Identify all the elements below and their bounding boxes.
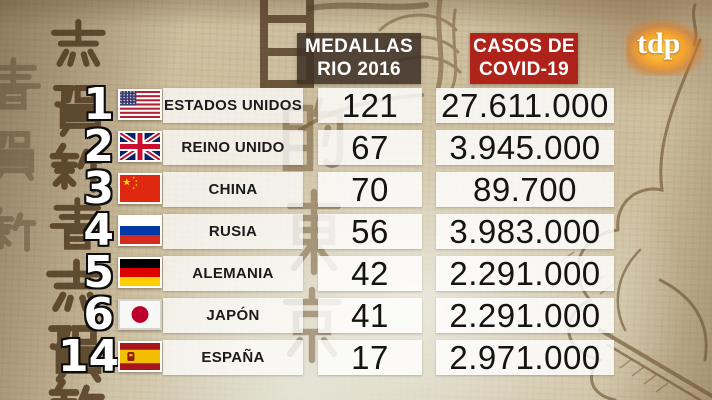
medals-value: 67 <box>351 128 389 166</box>
flag-spain-icon <box>118 341 162 372</box>
flag-germany-icon <box>118 257 162 288</box>
rank-label: 2 <box>83 121 114 172</box>
covid-cases-value: 2.971.000 <box>449 338 601 376</box>
rank-label: 4 <box>83 205 114 256</box>
flag-china-icon <box>118 173 162 204</box>
country-label: ESTADOS UNIDOS <box>163 97 303 114</box>
medals-value: 70 <box>351 170 389 208</box>
medals-column-header: MEDALLAS RIO 2016 <box>297 33 421 84</box>
flag-japan-icon <box>118 299 162 330</box>
medals-value: 121 <box>341 86 399 124</box>
country-label: RUSIA <box>208 223 258 240</box>
flag-usa-icon <box>118 89 162 120</box>
rank-label: 1 <box>83 79 114 130</box>
covid-cases-value: 2.291.000 <box>449 254 601 292</box>
country-label: REINO UNIDO <box>181 139 285 156</box>
covid-cases-value: 3.945.000 <box>449 128 601 166</box>
country-label: JAPÓN <box>206 307 260 324</box>
country-label: CHINA <box>208 181 258 198</box>
covid-cases-value: 89.700 <box>473 170 577 208</box>
medals-value: 56 <box>351 212 389 250</box>
rank-label: 14 <box>58 331 120 382</box>
rank-label: 5 <box>83 247 114 298</box>
medals-value: 42 <box>351 254 389 292</box>
covid-column-header: CASOS DE COVID-19 <box>470 33 578 84</box>
medals-header-line1: MEDALLAS <box>305 36 413 58</box>
rank-label: 6 <box>83 289 114 340</box>
medals-value: 17 <box>351 338 389 376</box>
covid-cases-value: 2.291.000 <box>449 296 601 334</box>
rank-label: 3 <box>83 163 114 214</box>
flag-uk-icon <box>118 131 162 162</box>
country-label: ESPAÑA <box>201 349 265 366</box>
covid-cases-value: 27.611.000 <box>441 86 609 124</box>
medals-header-line2: RIO 2016 <box>317 58 401 80</box>
flag-russia-icon <box>118 215 162 246</box>
covid-header-line1: CASOS DE <box>473 36 575 58</box>
tdp-channel-logo: tdp <box>626 20 712 76</box>
covid-cases-value: 3.983.000 <box>449 212 601 250</box>
covid-header-line2: COVID-19 <box>478 58 570 80</box>
tdp-logo-text: tdp <box>637 27 681 60</box>
country-label: ALEMANIA <box>192 265 274 282</box>
medals-value: 41 <box>351 296 389 334</box>
